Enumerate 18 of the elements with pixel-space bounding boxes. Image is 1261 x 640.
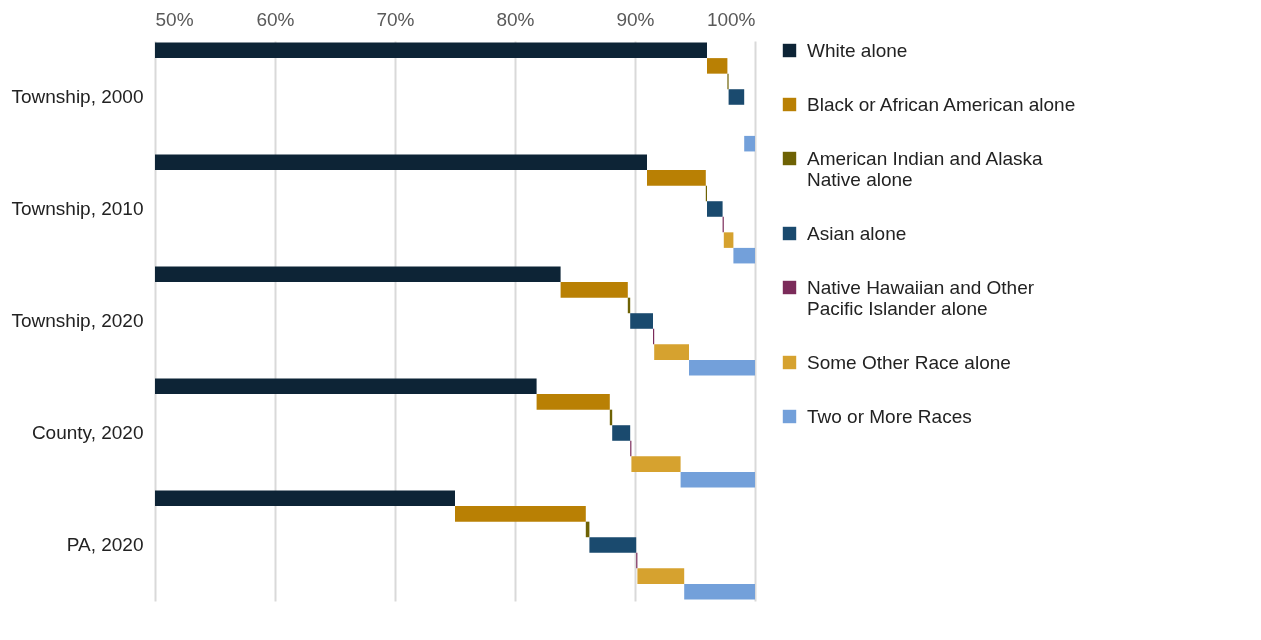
x-tick-label: 70%	[376, 8, 415, 30]
x-tick-label: 60%	[256, 8, 295, 30]
legend-label: American Indian and Alaska Native alone	[807, 147, 1043, 190]
legend-label: Asian alone	[807, 222, 907, 244]
x-tick-label: 100%	[706, 8, 756, 30]
legend-label: Two or More Races	[807, 405, 972, 427]
legend-label: White alone	[807, 39, 908, 61]
y-tick-label: PA, 2020	[66, 534, 144, 555]
legend-label: Native Hawaiian and Other Pacific Islander alone	[807, 276, 1035, 319]
y-tick-label: County, 2020	[31, 422, 144, 443]
y-tick-label: Township, 2020	[11, 310, 144, 331]
y-tick-label: Township, 2000	[11, 86, 144, 107]
x-tick-label: 90%	[616, 8, 655, 30]
legend-label: Black or African American alone	[807, 93, 1076, 115]
y-tick-label: Township, 2010	[11, 198, 144, 219]
x-tick-label: 50%	[155, 8, 194, 30]
x-tick-label: 80%	[496, 8, 535, 30]
legend-label: Some Other Race alone	[807, 351, 1011, 373]
